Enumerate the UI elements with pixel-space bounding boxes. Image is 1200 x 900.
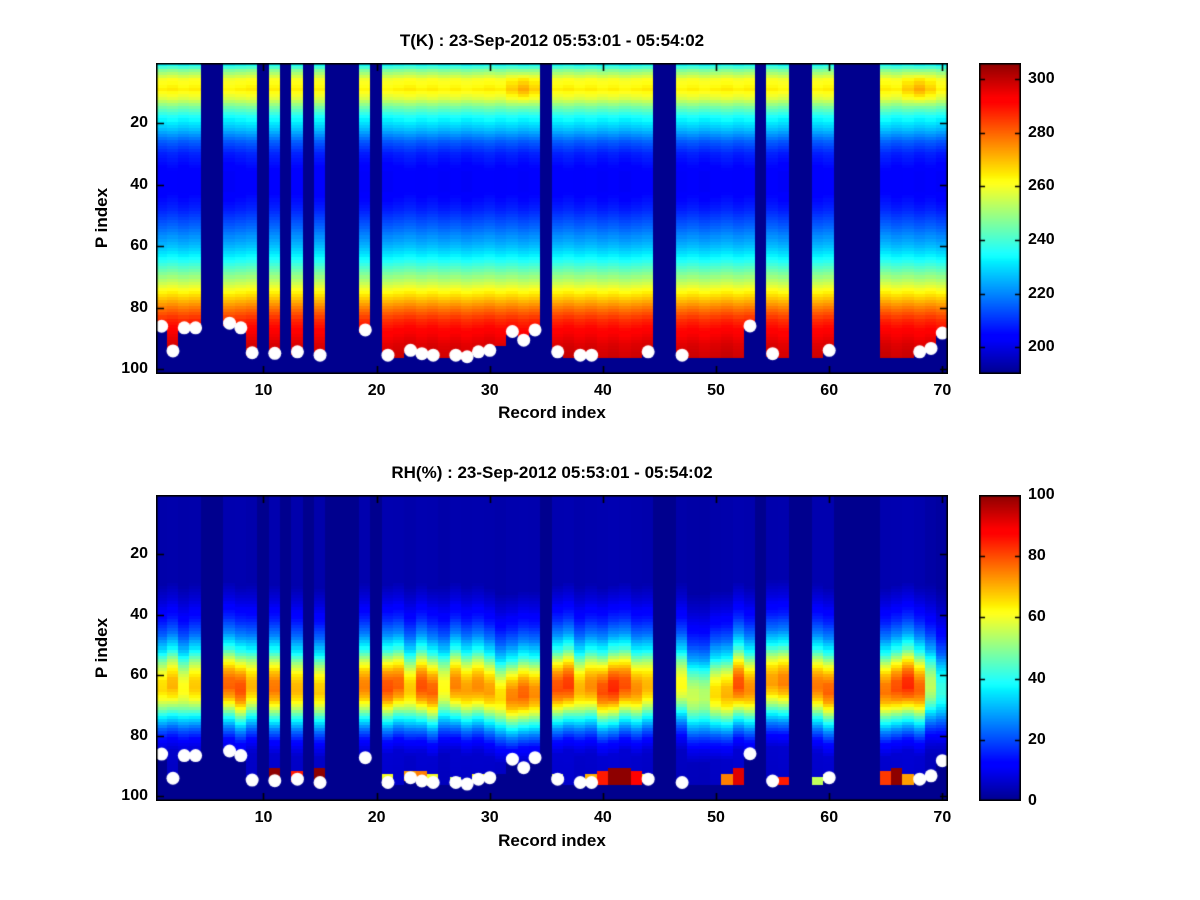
temperature-heatmap [156, 63, 948, 374]
colorbar-tick-label: 300 [1028, 70, 1055, 88]
y-tick-label: 20 [130, 114, 148, 132]
x-tick-label: 10 [254, 382, 273, 399]
colorbar-tick-label: 40 [1028, 669, 1046, 687]
x-tick-label: 60 [820, 809, 839, 826]
colorbar-tick-label: 60 [1028, 608, 1046, 626]
x-tick-label: 30 [480, 809, 499, 826]
x-tick-label: 70 [933, 382, 952, 399]
colorbar-tick-label: 80 [1028, 547, 1046, 565]
x-tick-label: 40 [594, 809, 612, 826]
colorbar-tick-label: 220 [1028, 284, 1055, 302]
y-tick-label: 60 [130, 666, 148, 684]
x-tick-label: 10 [254, 809, 273, 826]
x-tick-label: 20 [367, 809, 386, 826]
temperature-colorbar [979, 63, 1021, 374]
colorbar-tick-label: 100 [1028, 486, 1055, 503]
x-tick-label: 50 [707, 382, 725, 399]
x-tick-label: 60 [820, 382, 839, 399]
humidity-colorbar [979, 495, 1021, 801]
y-tick-label: 100 [121, 787, 148, 805]
plot-title-humidity: RH(%) : 23-Sep-2012 05:53:01 - 05:54:02 [391, 463, 713, 482]
y-tick-label: 80 [130, 298, 148, 316]
x-axis-label-humidity: Record index [498, 831, 606, 850]
x-tick-label: 20 [367, 382, 386, 399]
y-tick-label: 40 [130, 605, 148, 623]
colorbar-tick-label: 260 [1028, 177, 1055, 195]
y-tick-label: 80 [130, 726, 148, 744]
x-axis-label-temperature: Record index [498, 403, 606, 422]
x-tick-label: 50 [707, 809, 725, 826]
colorbar-tick-label: 280 [1028, 123, 1055, 141]
x-tick-label: 70 [933, 809, 952, 826]
y-tick-label: 20 [130, 545, 148, 563]
humidity-heatmap [156, 495, 948, 801]
plot-title-temperature: T(K) : 23-Sep-2012 05:53:01 - 05:54:02 [399, 31, 705, 50]
colorbar-tick-label: 20 [1028, 730, 1046, 748]
colorbar-tick-label: 200 [1028, 338, 1055, 356]
y-tick-label: 60 [130, 237, 148, 255]
colorbar-tick-label: 240 [1028, 230, 1055, 248]
y-tick-label: 100 [121, 360, 148, 378]
y-tick-label: 40 [130, 175, 148, 193]
x-tick-label: 30 [480, 382, 499, 399]
x-tick-label: 40 [594, 382, 612, 399]
colorbar-tick-label: 0 [1028, 792, 1037, 809]
